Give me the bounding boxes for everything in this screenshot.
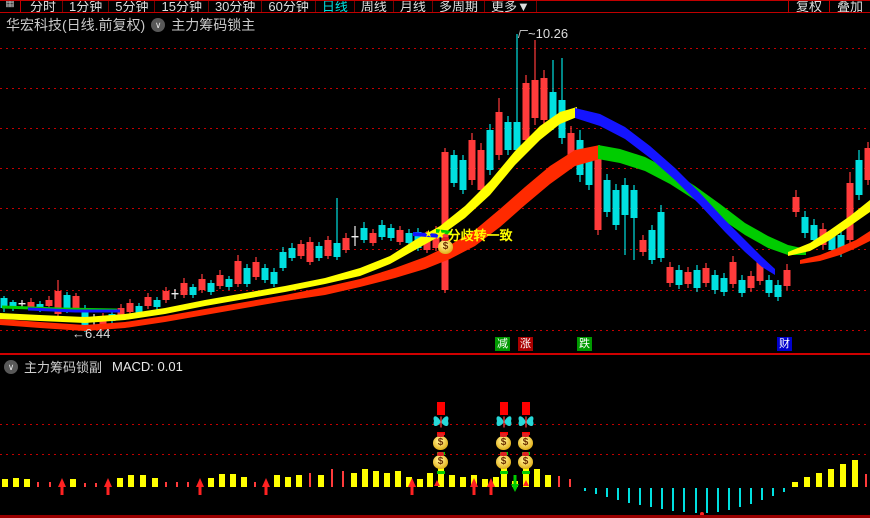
money-bag-icon: $ — [438, 237, 453, 254]
grid-line — [0, 454, 870, 455]
money-bag-icon: $ — [496, 452, 511, 469]
menu-item-period-9[interactable]: 月线 — [394, 1, 433, 12]
menu-item-period-2[interactable]: 1分钟 — [63, 1, 110, 12]
chevron-down-icon[interactable]: ∨ — [151, 18, 166, 32]
panel-divider — [0, 353, 870, 355]
green-tick-icon — [522, 471, 530, 474]
macd-value: MACD: 0.01 — [112, 359, 183, 374]
top-menu-bar: ▦ 分时 1分钟 5分钟 15分钟 30分钟 60分钟 日线 周线 月线 多周期 更多▼ 复权 叠加 — [0, 0, 870, 13]
menu-item-period-3[interactable]: 5分钟 — [109, 1, 156, 12]
low-value: 6.44 — [85, 326, 111, 341]
menu-item-period-11[interactable]: 更多▼ — [485, 1, 537, 12]
menu-item-period-5[interactable]: 30分钟 — [209, 1, 263, 12]
high-prefix: ~ — [528, 26, 536, 41]
ma-ribbon-red-up — [0, 145, 600, 331]
menu-item-period-8[interactable]: 周线 — [355, 1, 394, 12]
grid-line — [0, 330, 870, 331]
low-price-label: ←6.44 — [72, 326, 110, 341]
window-bottom-border — [0, 515, 870, 518]
ma-ribbon-blue-flat-left — [28, 307, 120, 313]
ma-ribbon-blue-down — [575, 108, 775, 275]
menu-button-1[interactable]: 复权 — [787, 1, 829, 12]
macd-histogram — [2, 460, 867, 516]
signal-marker: ★ ★ 分歧转一致 — [424, 225, 513, 244]
green-tick-icon — [500, 471, 508, 474]
chart-header: 华宏科技(日线.前复权) ∨ 主力筹码锁主 — [6, 15, 255, 35]
green-tick-icon — [437, 471, 445, 474]
sub-indicator-label: 主力筹码锁副 — [24, 360, 103, 375]
red-block-icon — [522, 402, 530, 415]
symbol-title: 华宏科技(日线.前复权) — [6, 17, 146, 33]
menu-item-period-7[interactable]: 日线 — [316, 1, 355, 12]
grid-line — [0, 290, 870, 291]
chart-tag-3: 跌 — [577, 337, 592, 351]
menu-right-buttons: 复权 叠加 — [787, 1, 870, 12]
ma-ribbon-green-mid — [436, 229, 452, 235]
low-arrow: ← — [72, 326, 85, 341]
menu-item-period-1[interactable]: 分时 — [24, 1, 64, 12]
signal-tower: $ $ — [432, 402, 450, 476]
grid-icon-glyph: ▦ — [5, 1, 15, 9]
money-bag-icon: $ — [518, 433, 533, 450]
butterfly-icon — [495, 414, 513, 430]
money-bag-icon: $ — [433, 433, 448, 450]
high-value: 10.26 — [535, 26, 569, 41]
grid-line — [0, 128, 870, 129]
menu-item-period-6[interactable]: 60分钟 — [262, 1, 316, 12]
chart-tag-1: 减 — [495, 337, 510, 351]
grid-line — [0, 168, 870, 169]
candlesticks — [0, 34, 870, 332]
pointer-hook — [517, 29, 529, 38]
high-price-label: ~ 10.26 — [517, 26, 569, 41]
star-icon: ★ — [424, 229, 433, 240]
ma-ribbon-yellow-up — [0, 107, 577, 323]
period-menu: 分时 1分钟 5分钟 15分钟 30分钟 60分钟 日线 周线 月线 多周期 更多▼ 复权 叠加 — [0, 1, 870, 12]
money-bag-icon: $ — [518, 452, 533, 469]
ma-ribbon-red-up-right — [800, 231, 870, 264]
grid-line — [0, 48, 870, 49]
butterfly-icon — [517, 414, 535, 430]
red-block-icon — [500, 402, 508, 415]
grid-icon[interactable]: ▦ — [0, 1, 21, 12]
signal-tower: $ $ — [517, 402, 535, 476]
chevron-down-icon[interactable]: ∨ — [4, 359, 18, 374]
chart-tag-4: 财 — [777, 337, 792, 351]
money-bag-icon: $ — [496, 433, 511, 450]
main-indicator-label: 主力筹码锁主 — [171, 17, 256, 33]
menu-button-2[interactable]: 叠加 — [828, 1, 870, 12]
grid-line — [0, 249, 870, 250]
ma-ribbon-blue-mid — [413, 232, 442, 238]
chart-tag-2: 涨 — [518, 337, 533, 351]
ma-ribbon-yellow-up-right — [788, 200, 870, 256]
signal-tower: $ $ — [495, 402, 513, 476]
money-bag-icon: $ — [433, 452, 448, 469]
grid-line — [0, 88, 870, 89]
menu-item-period-4[interactable]: 15分钟 — [155, 1, 209, 12]
signal-text: 分歧转一致 — [447, 228, 513, 243]
butterfly-icon — [432, 414, 450, 430]
menu-item-period-10[interactable]: 多周期 — [433, 1, 485, 12]
sub-chart-header: ∨ 主力筹码锁副 MACD: 0.01 — [4, 357, 183, 376]
red-block-icon — [437, 402, 445, 415]
grid-line — [0, 208, 870, 209]
